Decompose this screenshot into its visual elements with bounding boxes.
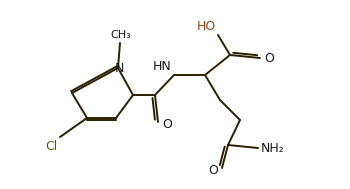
Text: CH₃: CH₃ [111, 30, 131, 40]
Text: Cl: Cl [45, 140, 57, 153]
Text: HN: HN [153, 60, 172, 73]
Text: O: O [162, 118, 172, 130]
Text: N: N [114, 63, 124, 75]
Text: NH₂: NH₂ [261, 142, 285, 154]
Text: HO: HO [197, 20, 216, 33]
Text: O: O [264, 51, 274, 64]
Text: O: O [208, 163, 218, 177]
